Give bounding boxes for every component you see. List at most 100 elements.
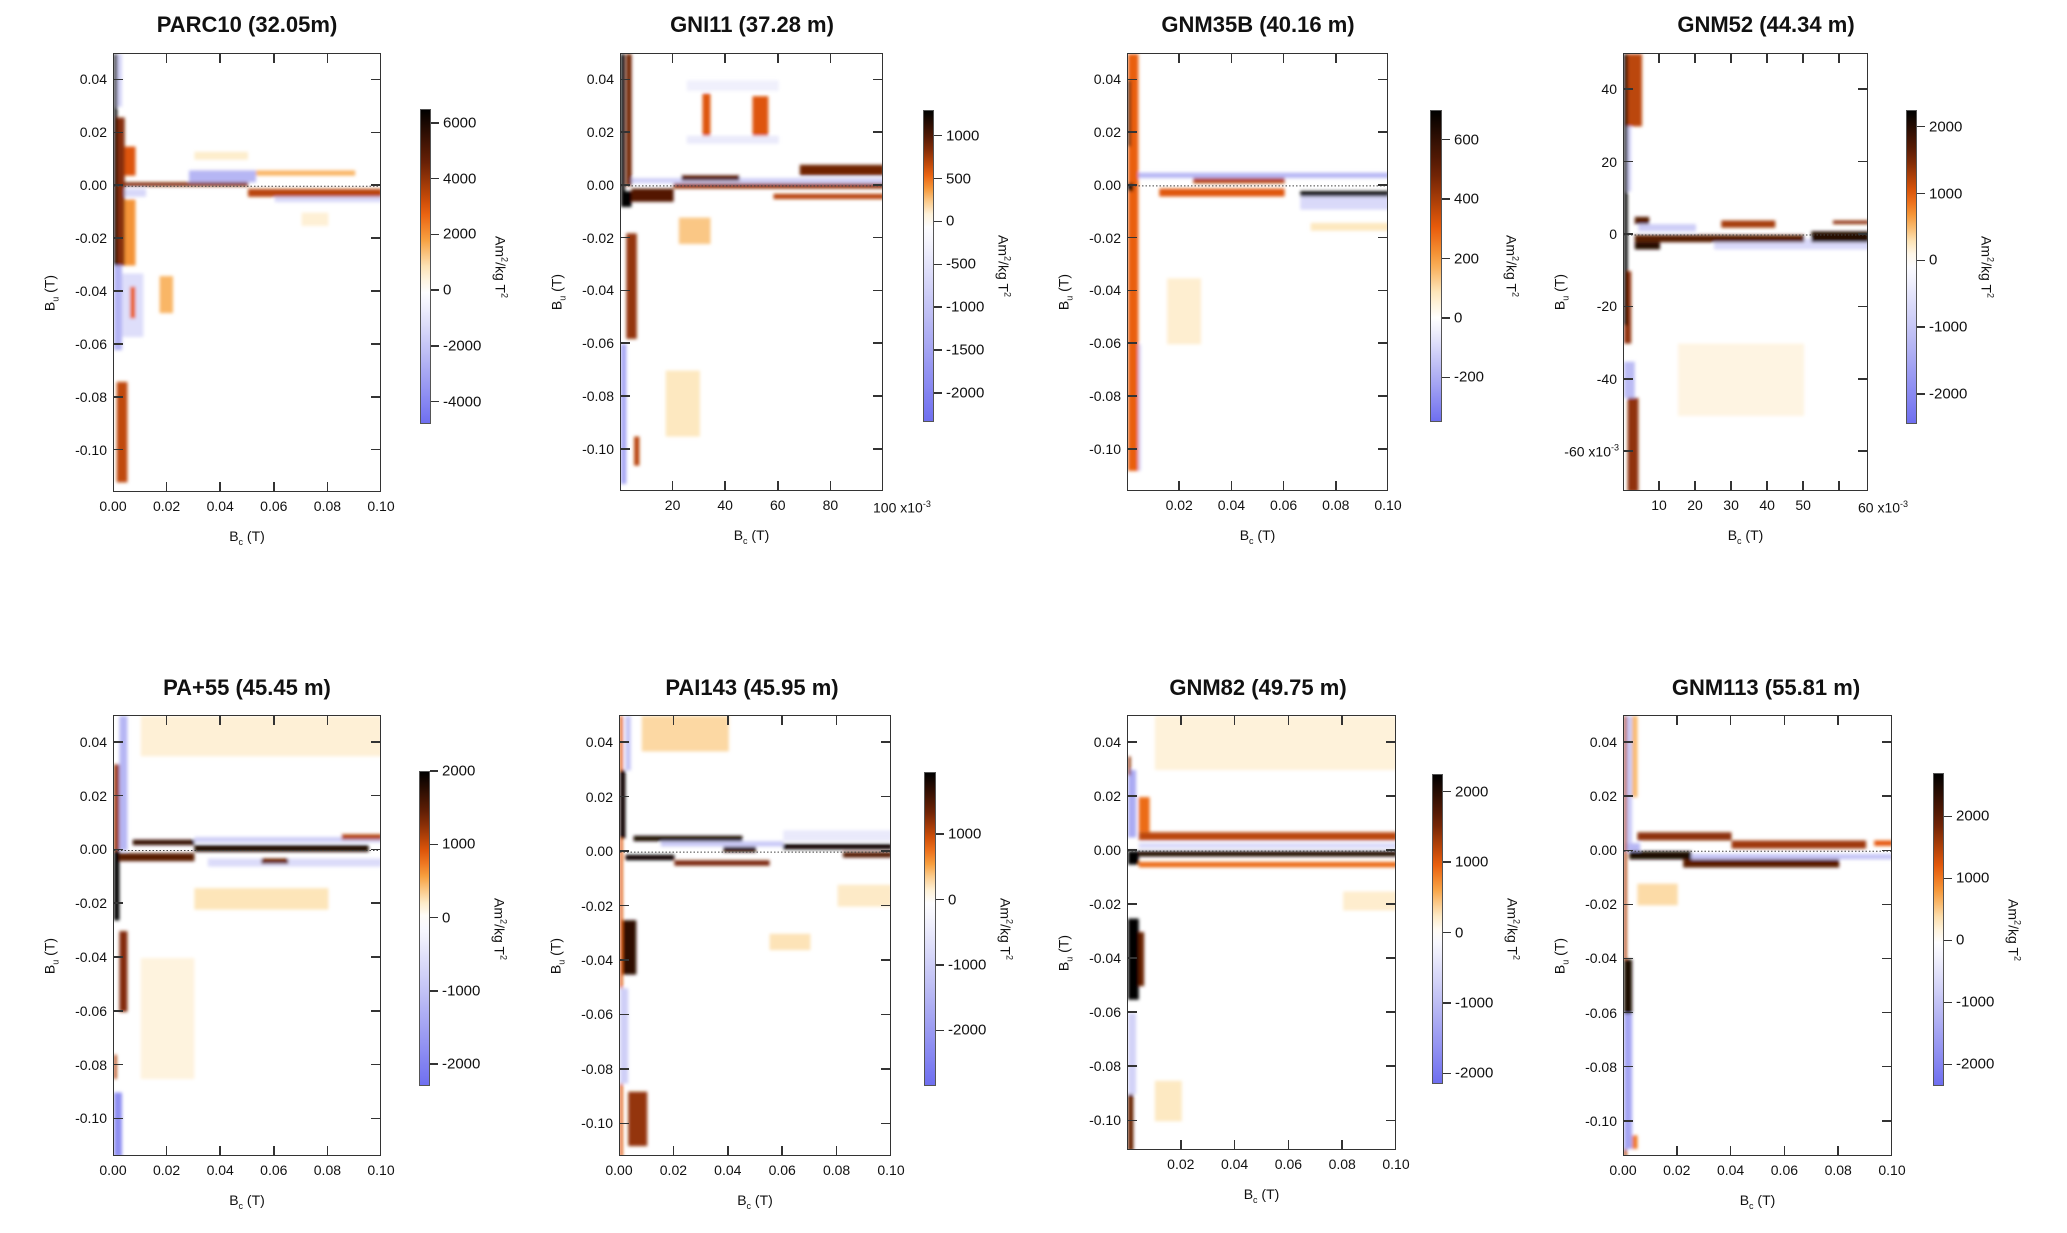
y-tick: [620, 184, 630, 186]
heatmap-feature: [132, 839, 195, 846]
y-tick: [1623, 305, 1633, 308]
heatmap-feature: [261, 858, 289, 864]
y-tick-right: [371, 1117, 381, 1120]
y-label-main: B: [1055, 961, 1072, 971]
unit-denominator: /kg T: [491, 923, 508, 955]
x-axis-label: Bc (T): [1728, 527, 1764, 546]
heatmap-feature: [1626, 716, 1633, 844]
y-tick-label: -0.06: [582, 335, 614, 352]
x-tick-label: 0.04: [206, 1162, 234, 1178]
x-tick: [1766, 481, 1768, 491]
y-tick-right: [1858, 450, 1868, 452]
x-tick: [777, 481, 779, 491]
y-tick-label: 0.04: [1093, 734, 1121, 751]
x-tick: [1287, 1140, 1290, 1150]
colorbar: [420, 109, 431, 424]
unit-main: Am: [491, 897, 508, 919]
x-tick-top: [273, 53, 275, 63]
x-axis-scale-label: 100 x10-3: [873, 499, 931, 516]
heatmap-feature: [625, 854, 675, 861]
y-tick: [1623, 741, 1633, 743]
y-tick-right: [1882, 1120, 1892, 1122]
colorbar-tick: [1917, 393, 1925, 395]
y-tick-right: [873, 342, 883, 344]
x-tick: [1837, 1146, 1839, 1156]
heatmap-feature: [641, 716, 729, 752]
y-tick-right: [1378, 78, 1388, 81]
colorbar-tick: [1442, 317, 1450, 319]
heatmap-feature: [119, 853, 195, 862]
y-tick: [1127, 131, 1137, 133]
x-tick-label: 0.08: [822, 1162, 851, 1178]
y-tick-label: 0.04: [1589, 734, 1617, 751]
unit-denominator: /kg T: [1978, 262, 1995, 293]
heatmap-canvas: [114, 54, 380, 483]
y-tick-label: -0.02: [581, 897, 613, 914]
y-tick-right: [1882, 903, 1892, 906]
y-tick-right: [1386, 1119, 1396, 1122]
x-tick: [781, 1146, 783, 1156]
y-axis-label: Bu (T): [1056, 274, 1075, 310]
heatmap-feature: [674, 860, 770, 866]
colorbar-tick: [431, 289, 439, 291]
x-tick-label: 0.04: [1217, 497, 1246, 513]
y-tick-label: -0.02: [75, 895, 107, 912]
heatmap-feature: [114, 265, 122, 351]
y-tick-label: -0.08: [1585, 1058, 1617, 1075]
colorbar-tick-label: 0: [1929, 251, 1938, 269]
colorbar-tick: [934, 392, 942, 394]
x-label-unit: (T): [1753, 1192, 1776, 1208]
x-tick-label: 0.10: [367, 1162, 395, 1178]
y-label-unit: (T): [547, 937, 564, 960]
y-tick-label: 0.00: [1093, 176, 1121, 193]
unit-exponent-2: 2: [1510, 291, 1521, 297]
colorbar-tick: [936, 898, 944, 901]
x-axis-label: Bc (T): [1244, 1186, 1280, 1205]
x-tick-label: 0.06: [768, 1162, 796, 1178]
heatmap-feature: [1128, 1013, 1137, 1095]
x-tick-label: 50: [1795, 497, 1811, 513]
colorbar-tick: [1944, 1063, 1952, 1066]
x-axis-label: Bc (T): [737, 1192, 773, 1211]
y-tick-right: [881, 850, 891, 852]
y-tick-right: [881, 959, 891, 961]
y-tick-label: 20: [1601, 153, 1617, 170]
heatmap-feature: [194, 170, 356, 176]
y-label-unit: (T): [1551, 937, 1568, 960]
colorbar: [419, 771, 430, 1086]
heatmap-feature: [189, 170, 256, 183]
x-tick: [724, 481, 726, 491]
y-tick-right: [1386, 1065, 1396, 1067]
x-tick: [829, 481, 832, 491]
y-tick: [1127, 741, 1137, 743]
heatmap-feature: [1637, 883, 1678, 906]
x-axis-label: Bc (T): [229, 528, 265, 547]
heatmap-plot-area: [620, 53, 883, 491]
y-tick: [113, 343, 123, 345]
y-tick-label: -0.10: [581, 1115, 613, 1132]
y-tick-right: [881, 1122, 891, 1125]
colorbar-unit-label: Am2/kg T2: [996, 235, 1013, 297]
y-tick: [113, 290, 123, 292]
y-tick-right: [1386, 795, 1396, 797]
x-tick-top: [727, 715, 729, 725]
x-tick-top: [1341, 715, 1343, 725]
colorbar-tick: [1917, 259, 1925, 262]
heatmap-feature: [194, 888, 329, 910]
colorbar-tick-label: 500: [946, 170, 972, 188]
unit-exponent-2: 2: [1985, 292, 1996, 298]
x-tick-label: 0.08: [1322, 497, 1350, 513]
heatmap-feature: [1624, 716, 1627, 1155]
y-tick-right: [1378, 342, 1388, 344]
heatmap-plot-area: [1127, 715, 1396, 1150]
colorbar-unit-label: Am2/kg T2: [493, 236, 510, 298]
y-tick-label: -0.10: [75, 1110, 107, 1127]
panel-title: GNM35B (40.16 m): [1161, 12, 1355, 37]
x-tick-top: [1233, 715, 1236, 725]
x-label-subscript: c: [1749, 1200, 1754, 1211]
y-tick-right: [881, 904, 891, 907]
y-tick: [620, 342, 630, 344]
x-tick: [1341, 1140, 1343, 1150]
heatmap-feature: [1300, 191, 1387, 197]
y-label-subscript: u: [1064, 295, 1075, 301]
